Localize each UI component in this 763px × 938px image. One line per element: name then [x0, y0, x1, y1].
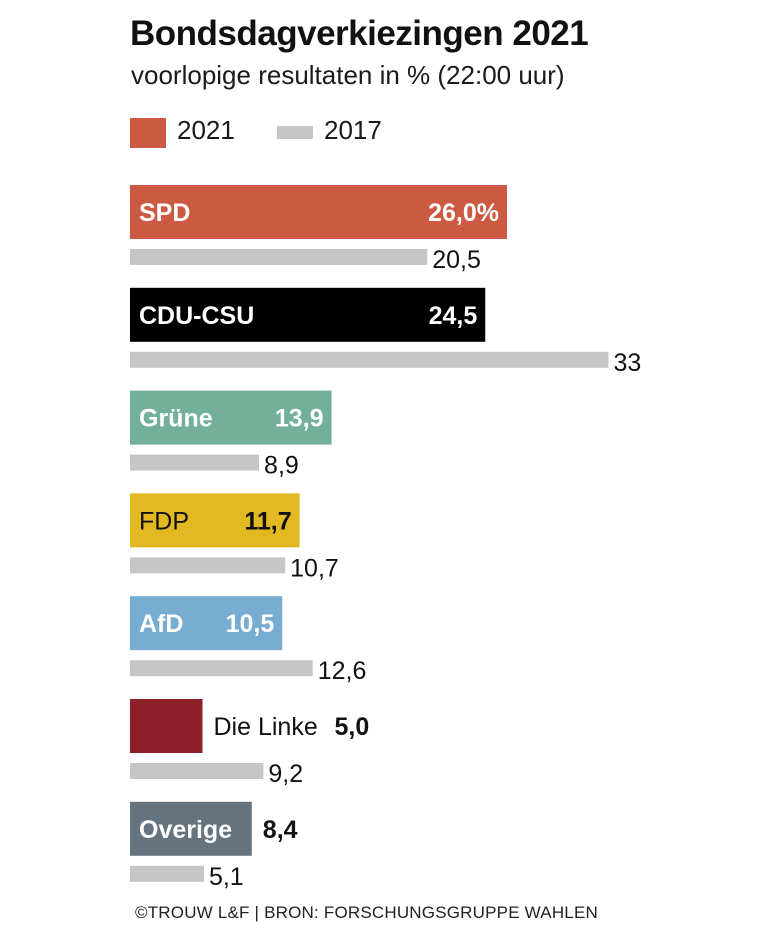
- chart-title: Bondsdagverkiezingen 2021: [130, 14, 589, 53]
- value-label-2021-overige: 8,4: [263, 816, 298, 844]
- category-label-die-linke: Die Linke: [214, 713, 318, 741]
- value-label-2017-gr-ne: 8,9: [264, 452, 299, 480]
- legend-swatch-2021: [130, 118, 166, 148]
- bar-2021-gr-ne: [130, 390, 332, 445]
- value-label-2021-spd: 26,0%: [428, 199, 499, 227]
- legend-label-2021: 2021: [177, 115, 235, 145]
- bar-2021-overige: [130, 801, 252, 856]
- category-label-gr-ne: Grüne: [139, 405, 213, 433]
- category-label-fdp: FDP: [139, 507, 189, 535]
- value-label-2021-cdu-csu: 24,5: [429, 302, 478, 330]
- value-label-2017-spd: 20,5: [432, 246, 481, 274]
- value-label-2017-afd: 12,6: [318, 657, 367, 685]
- value-label-2021-afd: 10,5: [226, 610, 275, 638]
- category-label-spd: SPD: [139, 199, 190, 227]
- bar-2017-gr-ne: [130, 454, 260, 471]
- category-label-afd: AfD: [139, 610, 183, 638]
- value-label-2017-cdu-csu: 33: [614, 349, 642, 377]
- bar-2021-die-linke: [130, 699, 203, 753]
- source-footer: ©TROUW L&F | BRON: FORSCHUNGSGRUPPE WAHL…: [135, 903, 598, 922]
- value-label-2021-fdp: 11,7: [244, 507, 291, 535]
- bar-2021-afd: [130, 596, 283, 651]
- category-label-overige: Overige: [139, 816, 232, 844]
- value-label-2017-fdp: 10,7: [290, 554, 339, 582]
- value-label-2017-die-linke: 9,2: [268, 760, 303, 788]
- value-label-2021-gr-ne: 13,9: [275, 405, 324, 433]
- bar-2017-afd: [130, 660, 313, 677]
- value-label-2021-die-linke: 5,0: [335, 713, 370, 741]
- bar-2017-overige: [130, 865, 204, 882]
- chart-subtitle: voorlopige resultaten in % (22:00 uur): [131, 60, 565, 90]
- bar-2021-cdu-csu: [130, 287, 486, 342]
- category-label-cdu-csu: CDU-CSU: [139, 302, 254, 330]
- legend-label-2017: 2017: [324, 115, 382, 145]
- bar-2017-spd: [130, 249, 428, 265]
- value-label-2017-overige: 5,1: [209, 863, 244, 891]
- bar-2017-die-linke: [130, 763, 264, 779]
- bar-2021-fdp: [130, 493, 300, 548]
- legend-swatch-2017: [277, 126, 313, 139]
- bar-2021-spd: [130, 185, 507, 239]
- bar-2017-fdp: [130, 557, 286, 574]
- bar-2017-cdu-csu: [130, 351, 609, 368]
